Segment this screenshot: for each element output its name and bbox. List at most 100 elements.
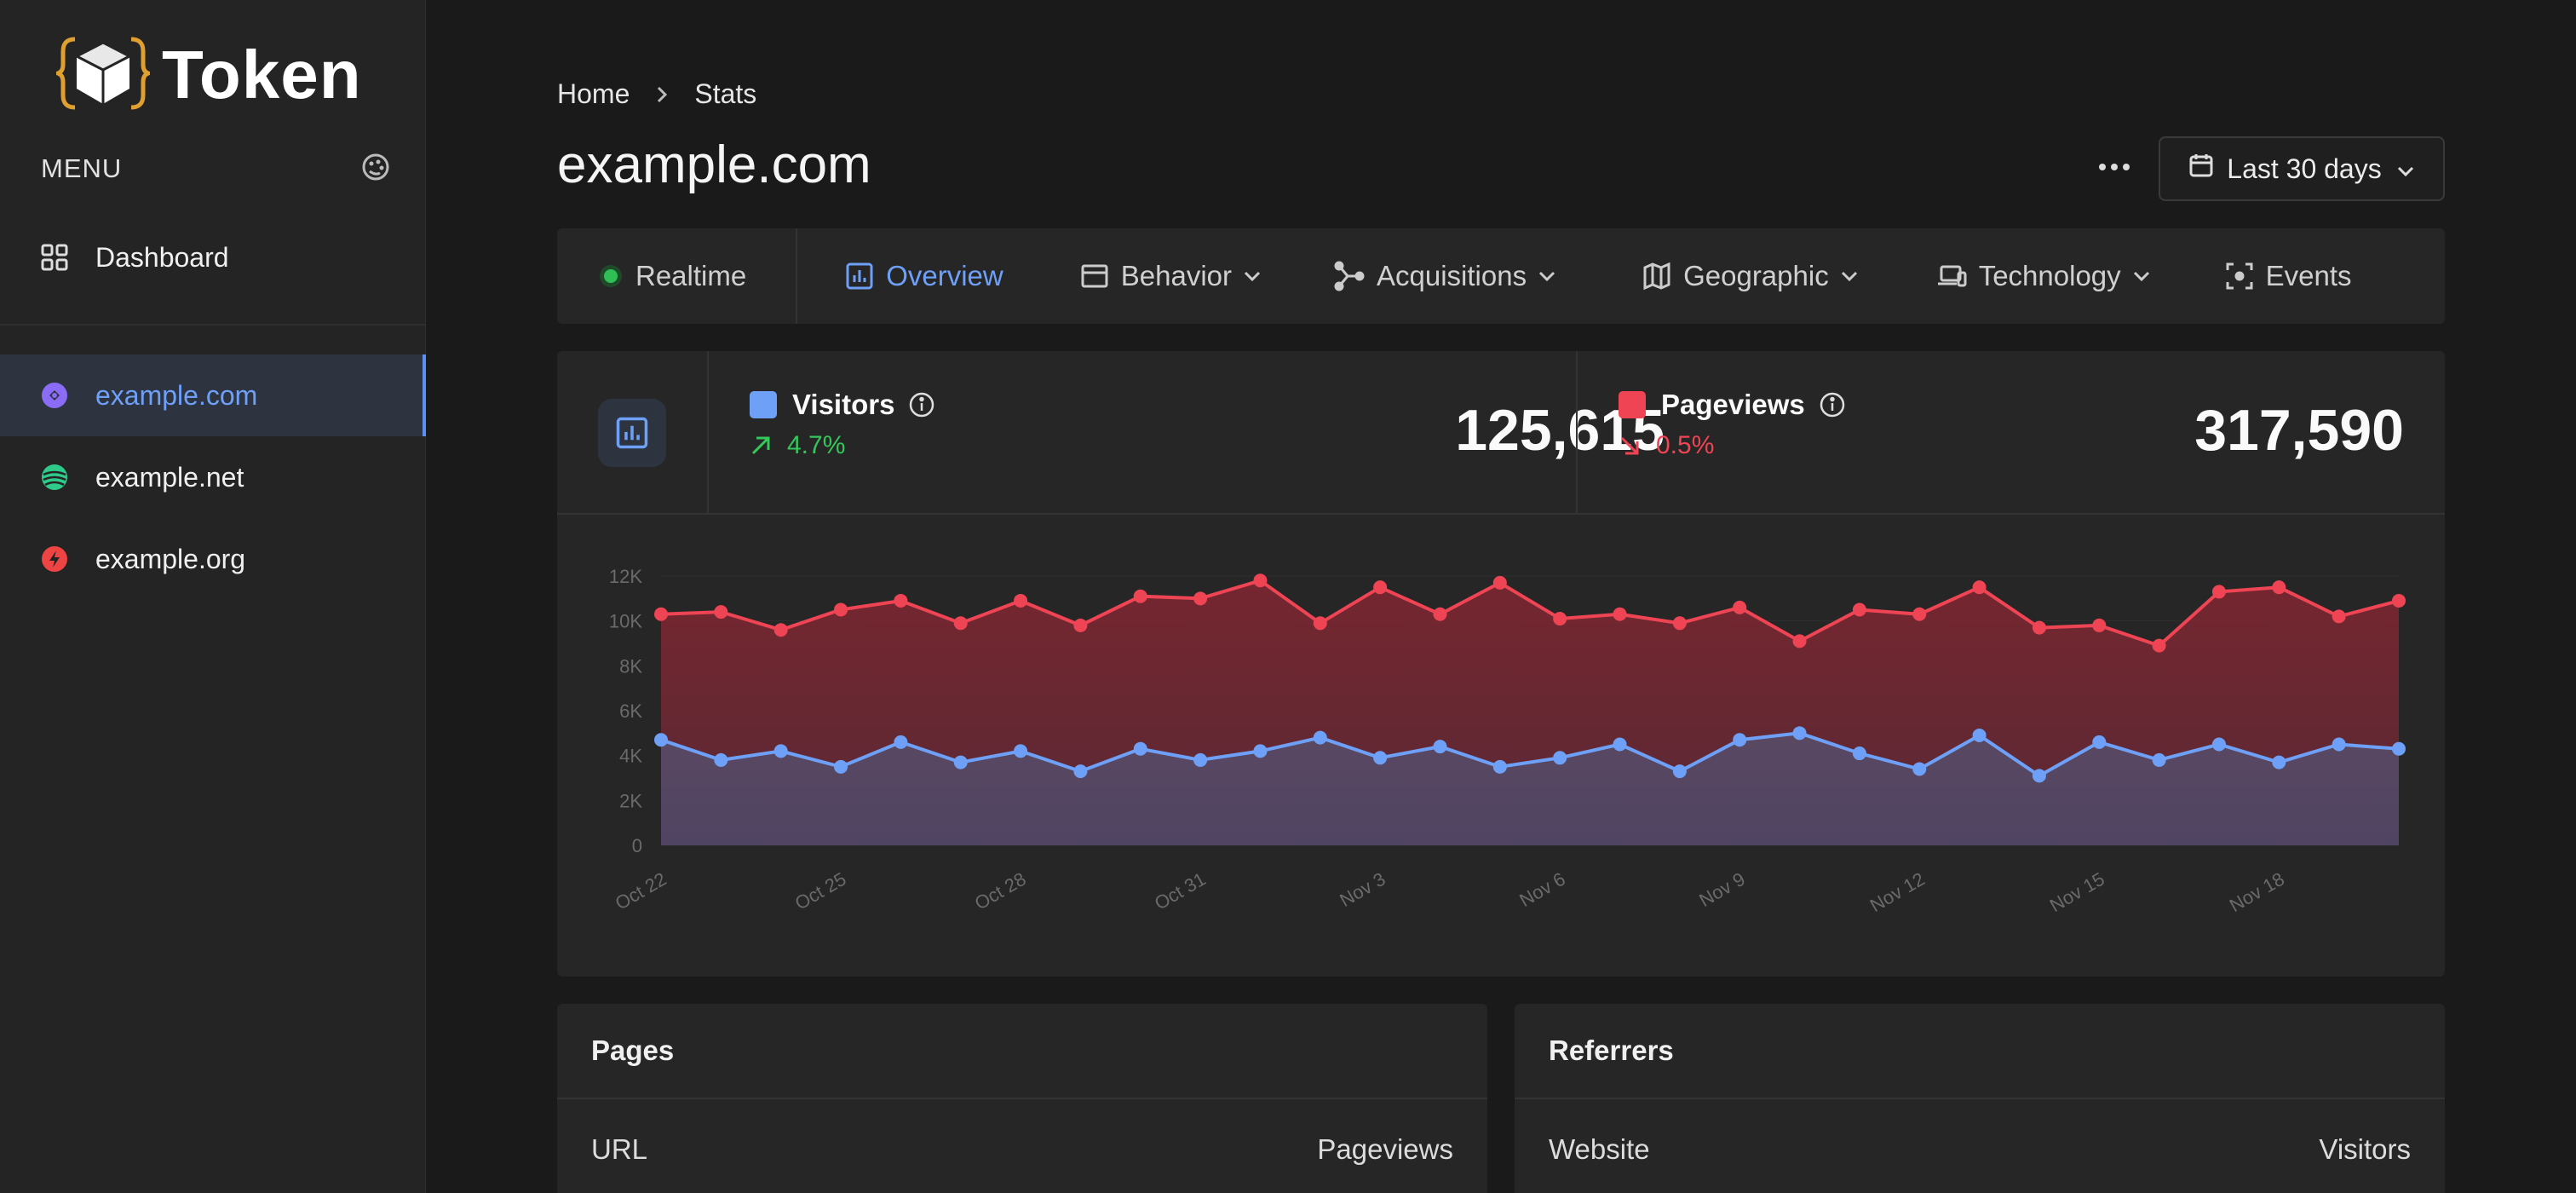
pageviews-point[interactable]	[1433, 607, 1447, 621]
pageviews-point[interactable]	[1733, 600, 1747, 614]
visitors-point[interactable]	[2211, 737, 2226, 752]
visitors-point[interactable]	[834, 759, 848, 774]
sidebar-item-example-org[interactable]: example.org	[0, 518, 426, 600]
pageviews-point[interactable]	[1313, 616, 1327, 631]
pageviews-point[interactable]	[1912, 607, 1927, 621]
sidebar-item-dashboard[interactable]: Dashboard	[0, 216, 426, 298]
visitors-point[interactable]	[2092, 735, 2107, 749]
visitors-point[interactable]	[714, 752, 728, 767]
pageviews-point[interactable]	[1613, 607, 1627, 621]
pageviews-point[interactable]	[2211, 585, 2226, 599]
y-tick-label: 0	[632, 835, 642, 856]
site-favicon-icon	[39, 380, 70, 411]
tab-behavior[interactable]: Behavior	[1003, 228, 1262, 324]
pageviews-point[interactable]	[953, 616, 968, 631]
pageviews-point[interactable]	[1492, 575, 1507, 590]
date-range-button[interactable]: Last 30 days	[2159, 136, 2445, 201]
chevron-down-icon	[1242, 269, 1262, 283]
pageviews-point[interactable]	[2152, 638, 2166, 653]
visitors-change-value: 4.7%	[787, 431, 846, 459]
tab-overview[interactable]: Overview	[797, 228, 1003, 324]
pageviews-point[interactable]	[1014, 593, 1028, 608]
pageviews-point[interactable]	[2332, 609, 2346, 624]
arrow-up-right-icon	[750, 435, 772, 457]
y-tick-label: 12K	[609, 566, 642, 587]
visitors-point[interactable]	[2272, 755, 2286, 769]
visitors-point[interactable]	[1133, 741, 1147, 756]
visitors-point[interactable]	[953, 755, 968, 769]
pageviews-point[interactable]	[1553, 612, 1567, 626]
pageviews-point[interactable]	[1852, 602, 1866, 617]
pageviews-point[interactable]	[894, 593, 908, 608]
visitors-point[interactable]	[1792, 726, 1807, 741]
visitors-point[interactable]	[2032, 769, 2046, 783]
tab-realtime[interactable]: Realtime	[557, 228, 796, 324]
metric-divider	[707, 351, 709, 515]
visitors-metric-header[interactable]: Visitors	[750, 389, 935, 421]
pageviews-point[interactable]	[2272, 580, 2286, 595]
visitors-point[interactable]	[654, 733, 668, 747]
visitors-line	[660, 731, 2400, 778]
theme-palette-icon[interactable]	[361, 153, 390, 186]
visitors-point[interactable]	[1972, 728, 1987, 742]
info-icon[interactable]	[1819, 391, 1846, 418]
visitors-point[interactable]	[2332, 737, 2346, 752]
visitors-point[interactable]	[1852, 746, 1866, 761]
pageviews-point[interactable]	[1373, 580, 1388, 595]
visitors-point[interactable]	[1672, 764, 1687, 779]
pageviews-point[interactable]	[834, 602, 848, 617]
visitors-point[interactable]	[1073, 764, 1088, 779]
pageviews-point[interactable]	[654, 607, 668, 621]
x-tick-label: Oct 25	[791, 868, 850, 914]
visitors-point[interactable]	[894, 735, 908, 749]
metric-divider	[1576, 351, 1578, 515]
visitors-point[interactable]	[1613, 737, 1627, 752]
info-icon[interactable]	[908, 391, 935, 418]
visitors-point[interactable]	[1433, 740, 1447, 754]
x-tick-label: Nov 3	[1336, 868, 1389, 911]
pageviews-point[interactable]	[1133, 589, 1147, 603]
pageviews-label: Pageviews	[1661, 389, 1805, 420]
tab-technology[interactable]: Technology	[1860, 228, 2152, 324]
pageviews-point[interactable]	[1792, 634, 1807, 648]
visitors-point[interactable]	[1492, 759, 1507, 774]
visitors-point[interactable]	[1253, 744, 1268, 758]
tab-acquisitions[interactable]: Acquisitions	[1262, 228, 1557, 324]
x-tick-label: Nov 6	[1515, 868, 1568, 911]
visitors-point[interactable]	[1014, 744, 1028, 758]
visitors-point[interactable]	[1313, 730, 1327, 745]
pageviews-point[interactable]	[1073, 618, 1088, 632]
tab-events[interactable]: Events	[2152, 228, 2352, 324]
visitors-point[interactable]	[1373, 751, 1388, 765]
visitors-point[interactable]	[1912, 762, 1927, 776]
tab-label: Geographic	[1683, 260, 1829, 291]
pageviews-point[interactable]	[2092, 618, 2107, 632]
visitors-point[interactable]	[1553, 751, 1567, 765]
visitors-point[interactable]	[773, 744, 788, 758]
pageviews-point[interactable]	[773, 623, 788, 637]
visitors-column-header: Visitors	[2319, 1133, 2411, 1165]
pageviews-point[interactable]	[2032, 620, 2046, 635]
pageviews-point[interactable]	[2392, 593, 2406, 608]
pageviews-point[interactable]	[1672, 616, 1687, 631]
tab-geographic[interactable]: Geographic	[1557, 228, 1860, 324]
pageviews-point[interactable]	[1193, 591, 1208, 606]
pageviews-point[interactable]	[714, 605, 728, 620]
visitors-point[interactable]	[1193, 752, 1208, 767]
sidebar-item-example-com[interactable]: example.com	[0, 354, 426, 436]
more-options-button[interactable]	[2089, 147, 2140, 187]
pageviews-point[interactable]	[1972, 580, 1987, 595]
sidebar-item-example-net[interactable]: example.net	[0, 436, 426, 518]
chart-toggle-button[interactable]	[598, 399, 666, 467]
logo[interactable]: Token	[51, 34, 362, 116]
y-tick-label: 4K	[619, 746, 642, 767]
visitors-point[interactable]	[1733, 733, 1747, 747]
pageviews-point[interactable]	[1253, 573, 1268, 588]
chevron-down-icon	[1537, 269, 1557, 283]
visitors-point[interactable]	[2392, 741, 2406, 756]
x-tick-label: Nov 18	[2226, 868, 2288, 917]
pageviews-metric-header[interactable]: Pageviews	[1619, 389, 1846, 421]
visitors-point[interactable]	[2152, 752, 2166, 767]
sidebar: Token MENU Dashboard example.com example…	[0, 0, 426, 1193]
breadcrumb-home[interactable]: Home	[557, 78, 630, 109]
